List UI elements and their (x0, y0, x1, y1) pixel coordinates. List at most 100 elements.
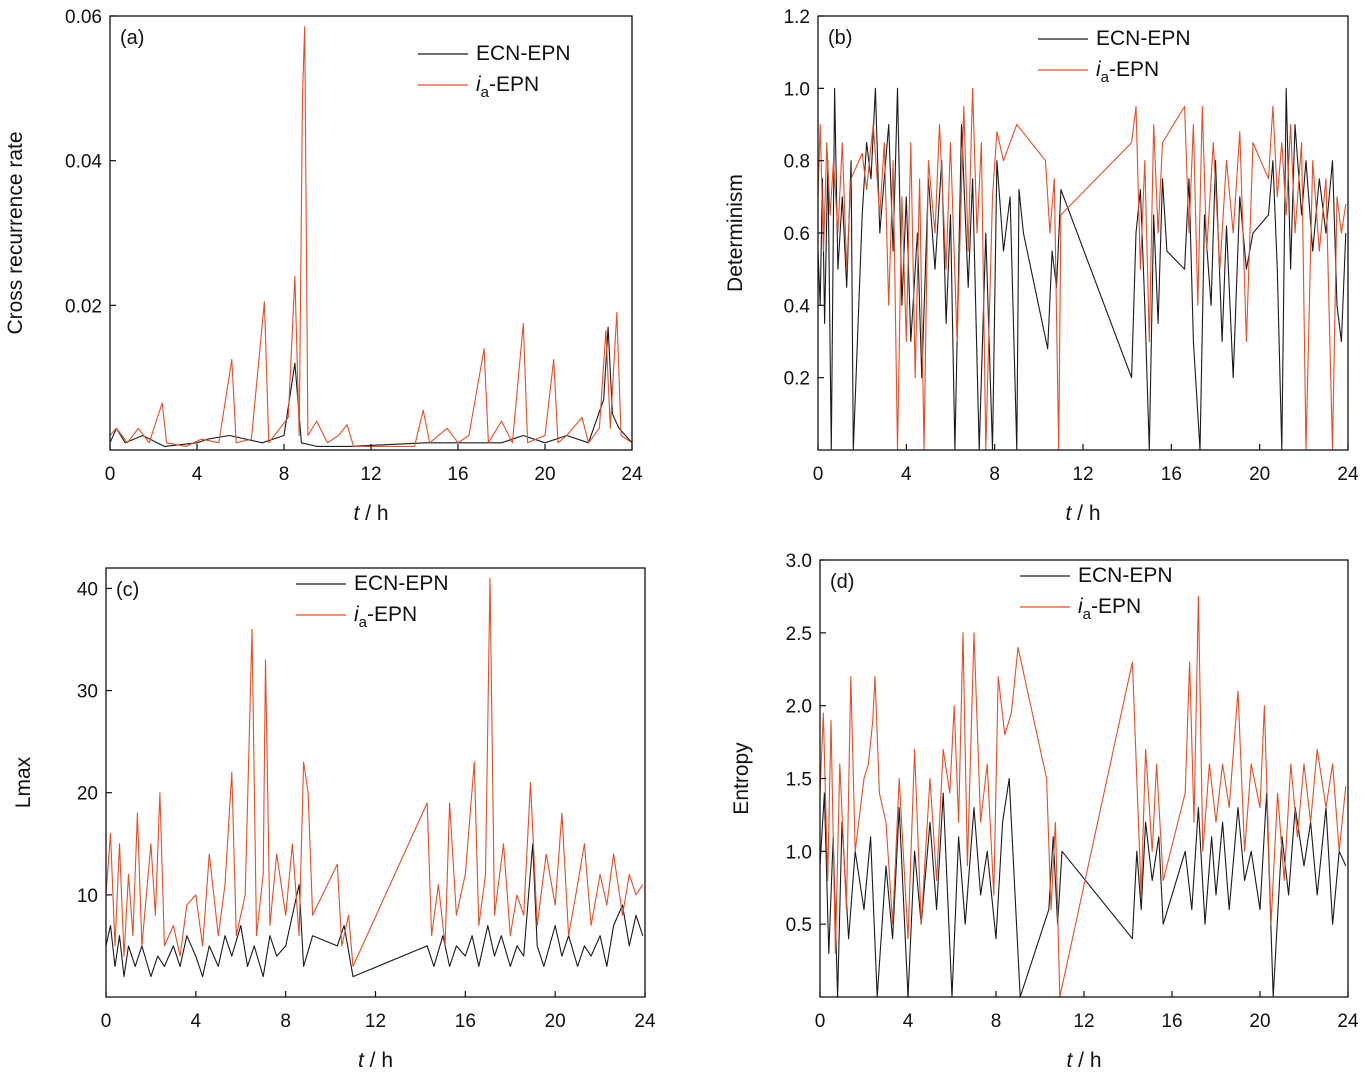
x-tick-label: 20 (1249, 464, 1270, 485)
x-axis-label: t / h (1066, 1049, 1101, 1072)
x-axis-label-variable: t (358, 1049, 365, 1072)
y-axis-label: Determinism (724, 174, 747, 292)
x-tick-label: 16 (447, 464, 468, 485)
legend-label-ia-epn: ia-EPN (1096, 58, 1159, 86)
x-tick-label: 0 (813, 464, 824, 485)
x-axis-label-variable: t (1066, 1049, 1073, 1072)
legend: ECN-EPN ia-EPN (1020, 564, 1173, 623)
x-tick-label: 8 (279, 464, 290, 485)
plot-frame (105, 567, 646, 998)
x-tick-label: 24 (621, 464, 643, 485)
legend-label-ia-subscript: a (481, 84, 490, 101)
x-tick-label: 20 (534, 464, 555, 485)
x-axis-label-unit: / h (364, 1049, 393, 1072)
legend: ECN-EPN ia-EPN (296, 572, 449, 631)
legend-label-ia-italic: i (476, 73, 482, 96)
y-tick-label: 1.5 (786, 770, 812, 791)
x-tick-label: 4 (192, 464, 203, 485)
plot-frame (817, 15, 1349, 451)
y-tick-label: 0.6 (784, 224, 810, 245)
series-line-ecn-epn (819, 777, 1347, 998)
legend: ECN-EPN ia-EPN (1038, 27, 1191, 86)
legend-label-ia-rest: -EPN (489, 73, 539, 96)
x-tick-label: 4 (903, 1011, 914, 1032)
x-axis-label-variable: t (1065, 502, 1072, 525)
x-tick-label: 8 (989, 464, 1000, 485)
x-tick-label: 0 (101, 1011, 112, 1032)
y-tick-label: 0.02 (65, 296, 102, 317)
y-axis-label: Cross recurrence rate (4, 131, 27, 334)
y-tick-label: 0.8 (784, 152, 810, 173)
legend-label-ia-subscript: a (1101, 69, 1110, 86)
chart-panel-d: 0 4 8 12 16 20 24 0.5 1.0 1.5 2.0 2.5 3.0 (d) t / h Ent… (730, 551, 1359, 1072)
x-tick-label: 0 (105, 464, 116, 485)
x-tick-label: 24 (1337, 1011, 1359, 1032)
plot-frame (109, 15, 633, 451)
y-tick-label: 0.04 (65, 152, 102, 173)
y-tick-label: 1.0 (786, 842, 812, 863)
x-tick-label: 8 (280, 1011, 291, 1032)
legend-label-ia-subscript: a (359, 614, 368, 631)
legend-label-ia-italic: i (1078, 595, 1084, 618)
y-tick-label: 1.0 (784, 79, 810, 100)
legend-label-ia-epn: ia-EPN (1078, 595, 1141, 623)
series-line-ia-epn (109, 26, 633, 447)
x-tick-label: 8 (991, 1011, 1002, 1032)
x-axis-label: t / h (353, 502, 388, 525)
y-tick-label: 1.2 (784, 7, 810, 28)
y-tick-label: 0.2 (784, 369, 810, 390)
y-tick-label: 0.5 (786, 915, 812, 936)
x-tick-label: 16 (1161, 1011, 1182, 1032)
y-axis-label: Entropy (730, 742, 753, 815)
legend-label-ia-rest: -EPN (367, 603, 417, 626)
x-axis-label-unit: / h (1072, 1049, 1101, 1072)
series-line-ia-epn (817, 87, 1347, 451)
x-tick-label: 12 (365, 1011, 386, 1032)
legend-label-ecn-epn: ECN-EPN (1078, 564, 1173, 587)
x-tick-label: 20 (545, 1011, 566, 1032)
x-axis-label: t / h (358, 1049, 393, 1072)
x-tick-label: 20 (1249, 1011, 1270, 1032)
legend: ECN-EPN ia-EPN (418, 42, 571, 101)
series-line-ia-epn (105, 577, 644, 967)
series-line-ia-epn (819, 595, 1347, 998)
x-axis-label: t / h (1065, 502, 1100, 525)
x-tick-label: 24 (1337, 464, 1359, 485)
legend-label-ecn-epn: ECN-EPN (476, 42, 571, 65)
y-tick-label: 2.5 (786, 624, 812, 645)
legend-label-ia-rest: -EPN (1109, 58, 1159, 81)
y-tick-label: 0.06 (65, 7, 102, 28)
panel-label: (c) (116, 579, 139, 601)
x-tick-label: 12 (1072, 464, 1093, 485)
legend-label-ia-epn: ia-EPN (354, 603, 417, 631)
y-tick-label: 20 (77, 784, 98, 805)
series-line-ecn-epn (109, 326, 633, 447)
panel-label: (d) (830, 571, 854, 593)
series-line-ecn-epn (817, 87, 1347, 451)
legend-label-ia-italic: i (354, 603, 360, 626)
x-tick-label: 12 (360, 464, 381, 485)
legend-label-ia-epn: ia-EPN (476, 73, 539, 101)
x-tick-label: 24 (634, 1011, 656, 1032)
y-tick-label: 10 (77, 886, 98, 907)
legend-label-ecn-epn: ECN-EPN (354, 572, 449, 595)
y-tick-label: 2.0 (786, 697, 812, 718)
y-tick-label: 40 (77, 579, 98, 600)
x-axis-label-variable: t (353, 502, 360, 525)
x-tick-label: 4 (191, 1011, 202, 1032)
chart-panel-b: 0 4 8 12 16 20 24 0.2 0.4 0.6 0.8 1.0 1.2 (b) t / h Det… (724, 7, 1359, 525)
legend-label-ia-subscript: a (1083, 606, 1092, 623)
x-tick-label: 16 (1161, 464, 1182, 485)
y-tick-label: 3.0 (786, 551, 812, 572)
x-tick-label: 12 (1073, 1011, 1094, 1032)
y-tick-label: 0.4 (784, 296, 811, 317)
x-axis-label-unit: / h (359, 502, 388, 525)
legend-label-ia-italic: i (1096, 58, 1102, 81)
panel-label: (a) (120, 27, 144, 49)
x-tick-label: 16 (455, 1011, 476, 1032)
chart-panel-a: 0 4 8 12 16 20 24 0.02 0.04 0.06 (a) t / h Cross rec… (4, 7, 643, 525)
x-tick-label: 4 (901, 464, 912, 485)
y-axis-label: Lmax (12, 756, 35, 808)
chart-panel-c: 0 4 8 12 16 20 24 10 20 30 40 (c) t / h Lmax ECN-EPN ia… (12, 567, 656, 1072)
